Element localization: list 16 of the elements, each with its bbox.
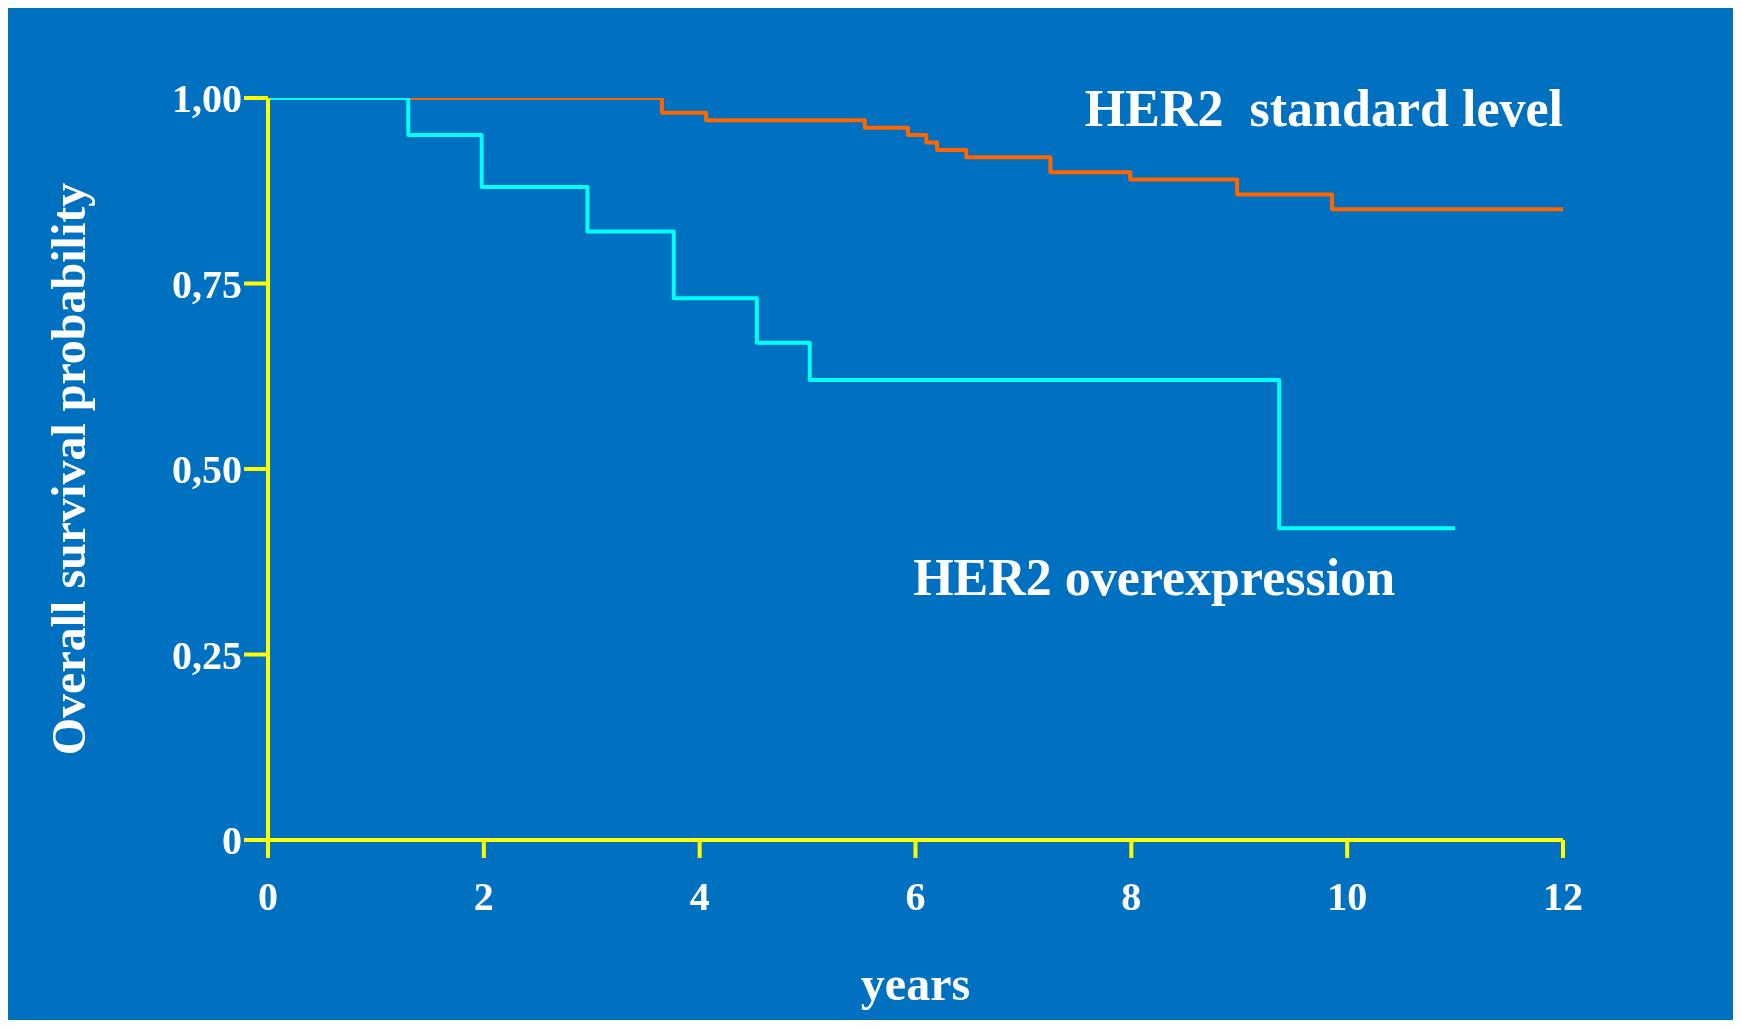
x-tick-label: 12 <box>1543 874 1583 920</box>
x-axis-title: years <box>860 957 971 1010</box>
y-tick-label: 1,00 <box>172 76 242 122</box>
y-tick-label: 0,50 <box>172 447 242 493</box>
x-tick-label: 2 <box>473 874 494 920</box>
x-tick-label: 8 <box>1121 874 1142 920</box>
y-tick-label: 0,25 <box>172 632 242 678</box>
x-tick-label: 4 <box>689 874 710 920</box>
series-label: HER2 standard level <box>1084 79 1563 139</box>
x-tick-label: 0 <box>258 874 278 920</box>
y-axis-title: Overall survival probability <box>42 182 96 756</box>
y-tick-label: 0 <box>222 818 242 864</box>
series-label: HER2 overexpression <box>913 548 1396 608</box>
x-tick-label: 10 <box>1327 874 1368 920</box>
x-tick-label: 6 <box>905 874 926 920</box>
y-tick-label: 0,75 <box>172 261 242 307</box>
